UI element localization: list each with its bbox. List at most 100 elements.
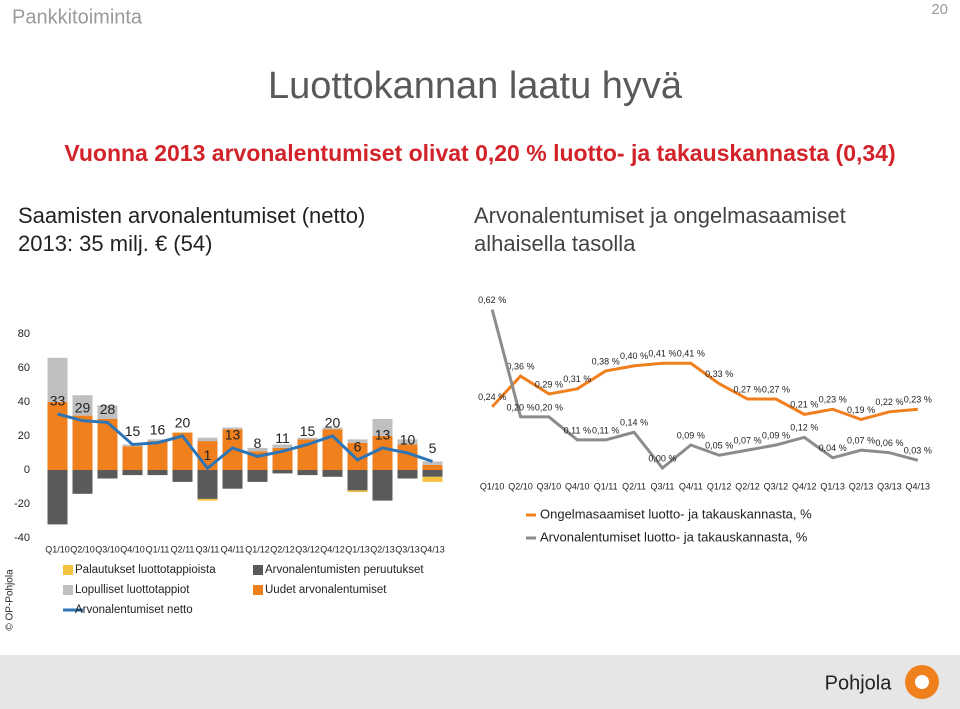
x-tick-label: Q4/13	[906, 481, 931, 491]
bar	[72, 415, 93, 470]
bar	[97, 405, 118, 419]
data-label: 0,12 %	[790, 423, 818, 433]
bar	[222, 470, 243, 489]
bar	[147, 439, 168, 442]
data-label: 13	[225, 427, 241, 443]
data-label: 0,07 %	[734, 435, 762, 445]
data-label: 0,03 %	[904, 446, 932, 456]
legend-swatch	[253, 565, 263, 575]
data-label: 0,31 %	[563, 374, 591, 384]
bar	[322, 470, 343, 477]
x-tick-label: Q3/11	[196, 544, 220, 554]
data-label: 0,05 %	[705, 441, 733, 451]
legend-label: Palautukset luottotappioista	[75, 564, 216, 576]
page-number: 20	[931, 1, 948, 18]
x-tick-label: Q3/13	[395, 544, 420, 554]
legend-label: Arvonalentumiset netto	[75, 604, 193, 616]
data-label: 15	[300, 423, 316, 439]
left-heading: Saamisten arvonalentumiset (netto)	[18, 203, 365, 228]
x-tick-label: Q2/10	[70, 544, 95, 554]
bar	[372, 470, 393, 501]
bar	[397, 470, 418, 479]
data-label: 0,19 %	[847, 405, 875, 415]
x-tick-label: Q1/12	[245, 544, 270, 554]
x-tick-label: Q1/11	[594, 481, 618, 491]
bar	[197, 498, 218, 501]
x-tick-label: Q1/13	[820, 481, 845, 491]
data-label: 0,00 %	[648, 453, 676, 463]
data-label: 0,21 %	[790, 400, 818, 410]
subtitle: Vuonna 2013 arvonalentumiset olivat 0,20…	[64, 140, 895, 166]
bar	[122, 470, 143, 476]
bar	[97, 470, 118, 479]
legend-swatch	[63, 565, 73, 575]
data-label: 0,62 %	[478, 295, 506, 305]
data-label: 0,07 %	[847, 435, 875, 445]
data-label: 0,41 %	[648, 349, 676, 359]
x-tick-label: Q4/10	[565, 481, 590, 491]
bar	[372, 436, 393, 470]
y-tick-label: 20	[18, 430, 30, 442]
line	[491, 361, 918, 422]
x-tick-label: Q1/12	[707, 481, 732, 491]
x-tick-label: Q4/10	[120, 544, 145, 554]
brand: Pohjola	[825, 672, 893, 694]
data-label: 20	[175, 415, 191, 431]
bar	[197, 437, 218, 442]
y-tick-label: -20	[14, 498, 30, 510]
data-label: 0,11 %	[592, 425, 619, 435]
data-label: 0,11 %	[564, 425, 591, 435]
x-tick-label: Q3/12	[295, 544, 320, 554]
legend-label: Lopulliset luottotappiot	[75, 584, 190, 596]
bar	[272, 470, 293, 474]
bar	[347, 470, 368, 491]
bar	[97, 419, 118, 470]
data-label: 0,33 %	[705, 369, 733, 379]
logo	[915, 675, 929, 689]
bar	[247, 470, 268, 482]
x-tick-label: Q2/11	[171, 544, 195, 554]
data-label: 0,09 %	[677, 430, 705, 440]
legend-label: Arvonalentumiset luotto- ja takauskannas…	[540, 529, 808, 544]
data-label: 29	[75, 399, 91, 415]
data-label: 11	[275, 430, 290, 446]
data-label: 0,27 %	[762, 384, 790, 394]
bar	[272, 444, 293, 448]
bar	[397, 439, 418, 445]
x-tick-label: Q3/12	[764, 481, 789, 491]
bar	[47, 470, 68, 525]
bar	[347, 442, 368, 470]
data-label: 0,20 %	[507, 402, 535, 412]
x-tick-label: Q2/11	[622, 481, 646, 491]
data-label: 10	[400, 432, 416, 448]
data-label: 13	[375, 427, 391, 443]
data-label: 0,06 %	[875, 438, 903, 448]
data-label: 33	[50, 393, 66, 409]
x-tick-label: Q1/10	[480, 481, 505, 491]
x-tick-label: Q3/10	[537, 481, 562, 491]
footer-band	[0, 655, 960, 709]
bar	[147, 470, 168, 476]
data-label: 0,04 %	[819, 443, 847, 453]
x-tick-label: Q3/13	[877, 481, 902, 491]
x-tick-label: Q3/10	[95, 544, 120, 554]
line	[57, 412, 433, 471]
copyright: © OP-Pohjola	[5, 569, 16, 631]
data-label: 16	[150, 422, 166, 438]
data-label: 0,40 %	[620, 351, 648, 361]
data-label: 0,20 %	[535, 402, 563, 412]
bar	[422, 464, 443, 470]
bar	[122, 446, 143, 470]
y-tick-label: 40	[18, 396, 30, 408]
x-tick-label: Q2/10	[508, 481, 533, 491]
bar	[247, 447, 268, 452]
y-tick-label: 60	[18, 362, 30, 374]
bar	[172, 470, 193, 482]
data-label: 0,22 %	[875, 397, 903, 407]
data-label: 0,29 %	[535, 379, 563, 389]
x-tick-label: Q1/10	[45, 544, 70, 554]
bar	[47, 402, 68, 470]
data-label: 15	[125, 423, 141, 439]
x-tick-label: Q2/12	[270, 544, 295, 554]
